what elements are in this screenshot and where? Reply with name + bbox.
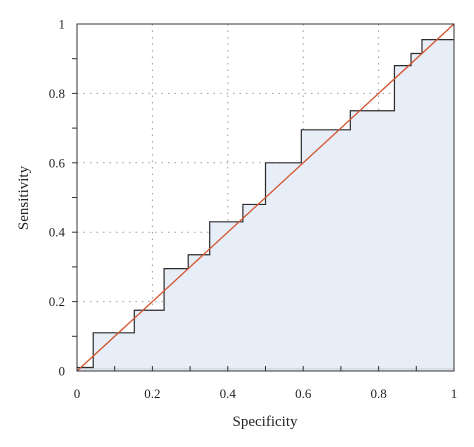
reference-diagonal-line — [76, 23, 455, 372]
x-tick-label: 1 — [451, 386, 458, 401]
y-axis-title: Sensitivity — [16, 165, 32, 230]
x-axis-title: Specificity — [233, 414, 298, 430]
y-tick-label: 0.4 — [49, 225, 66, 240]
plot-frame — [76, 23, 455, 372]
y-tick-label: 1 — [59, 17, 66, 32]
y-tick-label: 0 — [59, 364, 66, 379]
x-tick-label: 0.2 — [144, 386, 160, 401]
y-tick-label: 0.8 — [49, 86, 65, 101]
x-tick-labels: 0 0.2 0.4 0.6 0.8 1 — [74, 386, 458, 401]
roc-step-line — [77, 39, 454, 369]
x-tick-label: 0.4 — [220, 386, 237, 401]
y-tick-labels: 0 0.2 0.4 0.6 0.8 1 — [49, 17, 66, 379]
x-tick-label: 0.6 — [295, 386, 312, 401]
y-axis-ticks — [72, 58, 77, 337]
y-tick-label: 0.2 — [49, 294, 65, 309]
x-tick-label: 0 — [74, 386, 81, 401]
y-tick-label: 0.6 — [49, 155, 66, 170]
area-under-curve — [77, 39, 454, 372]
x-tick-label: 0.8 — [370, 386, 386, 401]
x-axis-ticks — [114, 366, 417, 371]
